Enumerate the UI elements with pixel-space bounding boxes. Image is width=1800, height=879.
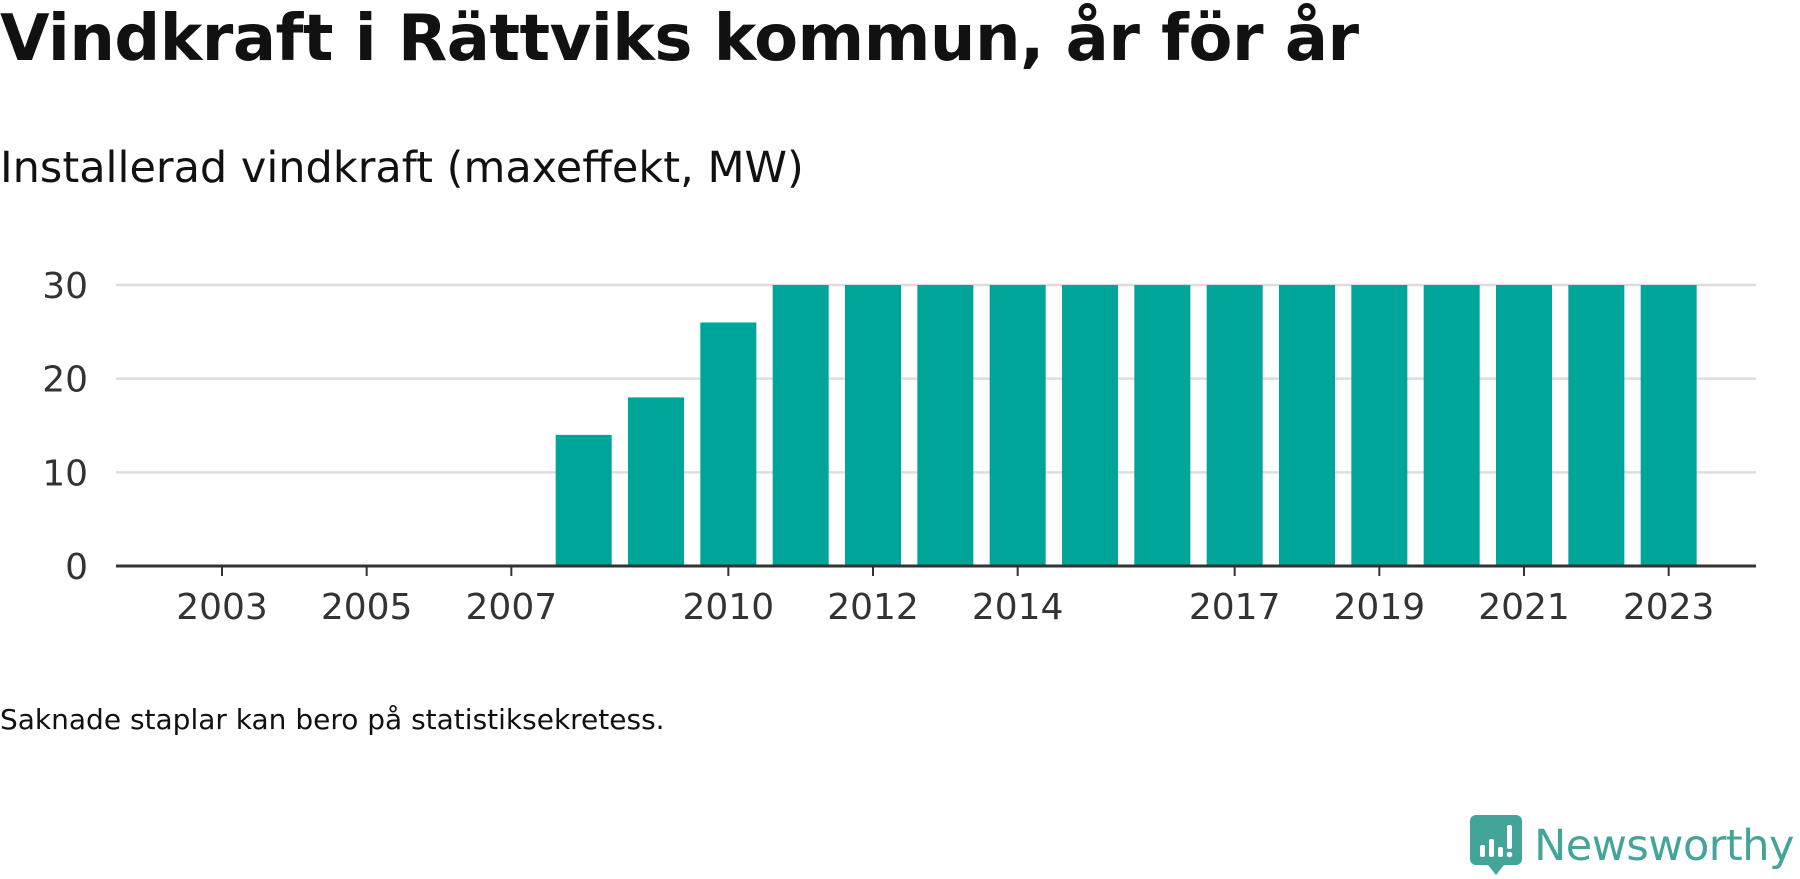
x-tick-label: 2017 — [1189, 587, 1281, 628]
x-tick-label: 2019 — [1334, 587, 1426, 628]
bar — [1062, 285, 1118, 566]
bar — [555, 434, 612, 566]
bar — [845, 285, 901, 566]
bar — [628, 397, 684, 566]
x-tick-label: 2012 — [827, 587, 919, 628]
bar — [1279, 285, 1335, 566]
bar — [989, 285, 1046, 566]
x-tick-label: 2007 — [466, 587, 558, 628]
bar-chart: 0 10 20 30 2003 2005 2007 2010 2012 2014 2017 2019 2… — [42, 266, 1756, 628]
chart-title: Vindkraft i Rättviks kommun, år för år — [0, 2, 1359, 76]
bar — [1206, 285, 1263, 566]
bar — [1568, 285, 1625, 566]
x-tick-label: 2010 — [683, 587, 775, 628]
y-tick-label: 10 — [42, 453, 88, 494]
y-tick-label: 20 — [42, 360, 88, 401]
x-tick-label: 2023 — [1623, 587, 1715, 628]
x-tick-label: 2021 — [1478, 587, 1570, 628]
bar — [1423, 285, 1480, 566]
x-tick-label: 2003 — [176, 587, 268, 628]
bar — [700, 322, 757, 566]
footnote: Saknade staplar kan bero på statistiksek… — [0, 703, 665, 736]
bar — [1640, 285, 1697, 566]
axes: 0 10 20 30 2003 2005 2007 2010 2012 2014 2017 2019 2… — [42, 266, 1756, 628]
bar — [1134, 285, 1191, 566]
bar — [917, 285, 974, 566]
y-tick-label: 30 — [42, 266, 88, 307]
x-tick-label: 2005 — [321, 587, 413, 628]
y-tick-label: 0 — [65, 547, 88, 588]
brand[interactable]: Newsworthy — [1470, 815, 1794, 877]
chart-subtitle: Installerad vindkraft (maxeffekt, MW) — [0, 143, 804, 193]
newsworthy-logo-icon — [1470, 815, 1523, 875]
bars — [555, 285, 1697, 566]
brand-name: Newsworthy — [1534, 821, 1794, 871]
bar — [772, 285, 829, 566]
bar — [1496, 285, 1552, 566]
x-tick-label: 2014 — [972, 587, 1064, 628]
bar — [1351, 285, 1408, 566]
